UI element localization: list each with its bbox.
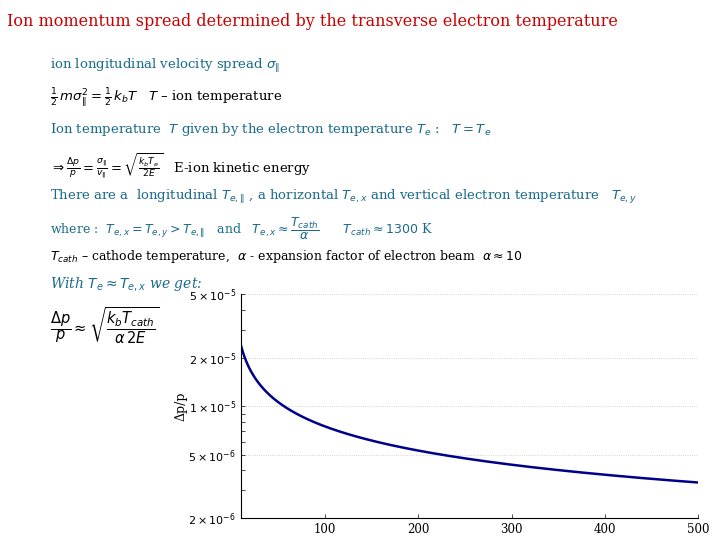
Text: $\Rightarrow \frac{\Delta p}{p} = \frac{\sigma_{\|}}{v_{\|}} = \sqrt{\frac{k_b T: $\Rightarrow \frac{\Delta p}{p} = \frac{… — [50, 151, 312, 180]
Text: Ion momentum spread determined by the transverse electron temperature: Ion momentum spread determined by the tr… — [7, 14, 618, 30]
Text: ion longitudinal velocity spread $\sigma_{\|}$: ion longitudinal velocity spread $\sigma… — [50, 57, 280, 75]
Text: where :  $T_{e,x} = T_{e,y} > T_{e,\|}$   and   $T_{e,x} \approx \dfrac{T_{cath}: where : $T_{e,x} = T_{e,y} > T_{e,\|}$ a… — [50, 216, 433, 242]
Text: $\frac{1}{2}\,m\sigma_{\|}^2 = \frac{1}{2}\,k_b T$   $T$ – ion temperature: $\frac{1}{2}\,m\sigma_{\|}^2 = \frac{1}{… — [50, 86, 282, 109]
Y-axis label: Δp/p: Δp/p — [174, 392, 187, 421]
Text: Ion temperature  $T$ given by the electron temperature $T_e$ :   $T{=}T_e$: Ion temperature $T$ given by the electro… — [50, 122, 492, 138]
Text: There are a  longitudinal $T_{e,\|}$ , a horizontal $T_{e,x}$ and vertical elect: There are a longitudinal $T_{e,\|}$ , a … — [50, 188, 638, 206]
Text: With $T_e{\approx}T_{e,x}$ we get:: With $T_e{\approx}T_{e,x}$ we get: — [50, 275, 203, 293]
Text: $\dfrac{\Delta p}{p} \approx \sqrt{\dfrac{k_b T_{cath}}{\alpha\, 2E}}$: $\dfrac{\Delta p}{p} \approx \sqrt{\dfra… — [50, 305, 160, 346]
Text: $T_{cath}$ – cathode temperature,  $\alpha$ - expansion factor of electron beam : $T_{cath}$ – cathode temperature, $\alph… — [50, 248, 523, 265]
